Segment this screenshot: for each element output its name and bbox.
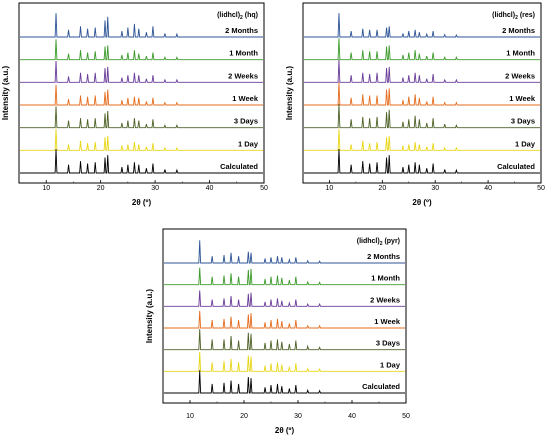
x-tick-label: 20 — [97, 185, 105, 192]
pattern-line-1-day — [304, 128, 540, 151]
x-tick-label: 20 — [378, 185, 386, 192]
plot-frame — [162, 228, 407, 404]
x-tick-label: 40 — [348, 413, 356, 420]
series-label: 2 Months — [367, 252, 400, 261]
x-axis-title: 2θ (º) — [275, 426, 295, 435]
series-label: 1 Week — [232, 94, 259, 103]
pattern-line-3-days — [20, 106, 263, 129]
pattern-line-2-months — [304, 13, 540, 38]
series-label: 2 Weeks — [505, 71, 535, 80]
panel-title: (lidhcl)2 (res) — [492, 12, 535, 21]
series-label: 1 Day — [380, 360, 401, 369]
x-tick-label: 10 — [186, 413, 194, 420]
series-label: Calculated — [220, 162, 258, 171]
series-label: Calculated — [497, 162, 535, 171]
x-tick-label: 50 — [402, 413, 410, 420]
series-label: 2 Weeks — [228, 71, 258, 80]
x-tick-label: 50 — [537, 185, 545, 192]
series-label: Calculated — [362, 382, 400, 391]
plot-frame — [18, 2, 265, 184]
pattern-line-2-months — [20, 13, 263, 38]
pattern-line-1-week — [20, 84, 263, 106]
series-label: 1 Month — [506, 49, 535, 58]
pattern-line-2-months — [164, 240, 405, 264]
pattern-line-2-weeks — [164, 290, 405, 307]
pattern-line-3-days — [164, 329, 405, 351]
pattern-line-1-day — [20, 128, 263, 151]
y-axis-title: Intensity (a.u.) — [285, 66, 294, 121]
pattern-line-1-month — [164, 267, 405, 286]
x-tick-label: 40 — [206, 185, 214, 192]
series-label: 3 Days — [234, 117, 258, 126]
xrd-panel-1: 10 20 30 40 50 2θ (º) Intensity (a.u.) (lidhcl)… — [1, 2, 268, 207]
pattern-line-3-days — [304, 103, 540, 129]
pattern-line-1-month — [304, 38, 540, 61]
series-label: 2 Months — [225, 26, 258, 35]
y-axis-title: Intensity (a.u.) — [1, 66, 10, 121]
pattern-line-1-month — [20, 39, 263, 61]
x-axis-title: 2θ (º) — [132, 198, 152, 207]
pattern-line-1-week — [164, 310, 405, 329]
series-label: 1 Month — [371, 274, 400, 283]
x-tick-label: 20 — [240, 413, 248, 420]
pattern-line-2-weeks — [304, 59, 540, 83]
x-tick-label: 30 — [294, 413, 302, 420]
panel-title: (lidhcl)2 (hq) — [217, 12, 258, 21]
x-axis-title: 2θ (º) — [412, 198, 432, 207]
series-label: 3 Days — [511, 117, 535, 126]
x-tick-label: 30 — [431, 185, 439, 192]
pattern-line-calculated — [164, 370, 405, 394]
pattern-line-calculated — [304, 149, 540, 174]
series-label: 3 Days — [376, 339, 400, 348]
series-label: 1 Week — [374, 317, 401, 326]
pattern-line-1-day — [164, 351, 405, 372]
plot-frame — [302, 2, 542, 184]
y-axis-title: Intensity (a.u.) — [145, 289, 154, 344]
series-label: 2 Months — [502, 26, 535, 35]
series-label: 1 Day — [238, 139, 259, 148]
x-tick-label: 10 — [326, 185, 334, 192]
series-label: 1 Week — [509, 94, 536, 103]
series-label: 1 Day — [515, 139, 536, 148]
pattern-line-calculated — [20, 149, 263, 174]
series-label: 1 Month — [229, 49, 258, 58]
series-label: 2 Weeks — [370, 295, 400, 304]
x-tick-label: 50 — [260, 185, 268, 192]
pattern-line-2-weeks — [20, 60, 263, 83]
xrd-panel-2: 10 20 30 40 50 2θ (º) Intensity (a.u.) (lidhcl)… — [285, 2, 545, 207]
panel-title: (lidhcl)2 (pyr) — [357, 238, 400, 247]
x-tick-label: 30 — [151, 185, 159, 192]
xrd-panel-3: 10 20 30 40 50 2θ (º) Intensity (a.u.) (lidhcl)… — [145, 228, 410, 435]
x-tick-label: 10 — [42, 185, 50, 192]
x-tick-label: 40 — [484, 185, 492, 192]
pattern-line-1-week — [304, 82, 540, 106]
